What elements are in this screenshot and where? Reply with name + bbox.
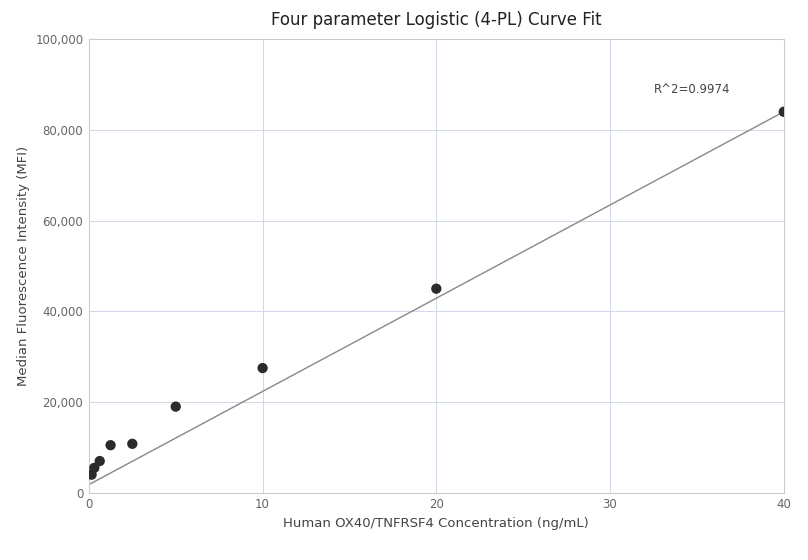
Point	[88, 463, 101, 472]
Point	[777, 108, 790, 116]
X-axis label: Human OX40/TNFRSF4 Concentration (ng/mL): Human OX40/TNFRSF4 Concentration (ng/mL)	[284, 517, 589, 530]
Point	[104, 441, 117, 450]
Title: Four parameter Logistic (4-PL) Curve Fit: Four parameter Logistic (4-PL) Curve Fit	[271, 11, 602, 29]
Point	[256, 363, 269, 372]
Y-axis label: Median Fluorescence Intensity (MFI): Median Fluorescence Intensity (MFI)	[17, 146, 30, 386]
Point	[93, 456, 106, 465]
Text: R^2=0.9974: R^2=0.9974	[654, 82, 730, 96]
Point	[85, 470, 98, 479]
Point	[126, 440, 139, 449]
Point	[430, 284, 443, 293]
Point	[170, 402, 183, 411]
